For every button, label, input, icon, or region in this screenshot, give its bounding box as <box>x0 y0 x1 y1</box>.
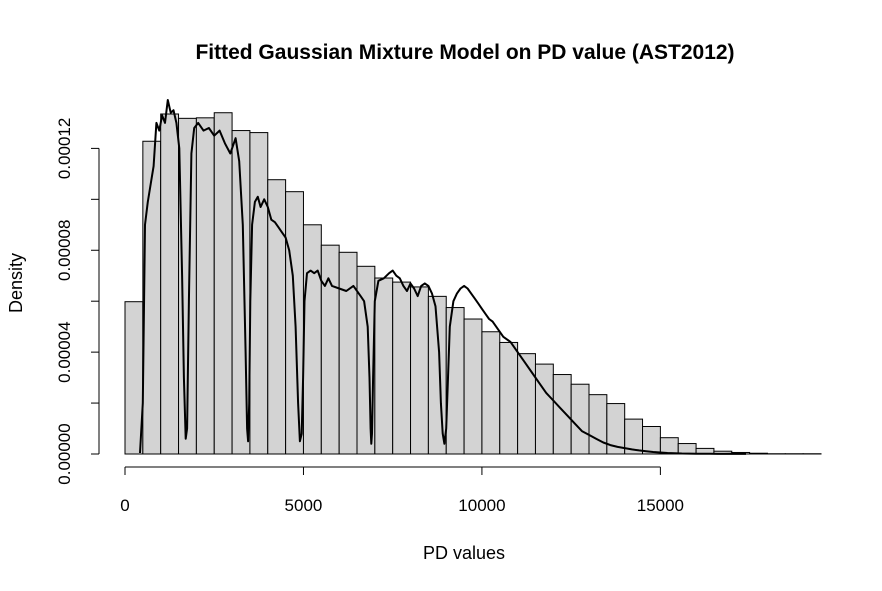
histogram-bar <box>124 301 144 455</box>
histogram-bar <box>213 112 233 455</box>
histogram-bar <box>552 374 572 455</box>
histogram-bar <box>499 341 519 455</box>
histogram-bar <box>338 251 358 455</box>
histogram-bar <box>249 132 269 455</box>
y-tick-label: 0.00008 <box>55 220 74 281</box>
x-tick-label: 0 <box>120 496 129 515</box>
histogram-bar <box>642 425 661 455</box>
histogram-bar <box>659 437 679 455</box>
histogram-bar <box>570 383 590 455</box>
histogram-bar <box>302 224 322 455</box>
y-tick-label: 0.00004 <box>55 321 74 382</box>
y-tick-label: 0.00012 <box>55 118 74 179</box>
fitted-curve-layer <box>139 99 746 455</box>
histogram-bar <box>374 277 394 455</box>
histogram-bar <box>160 113 180 455</box>
histogram-bar <box>320 244 340 455</box>
histogram-bar <box>142 140 162 455</box>
histogram-bar <box>392 281 412 455</box>
histogram-bar <box>534 363 554 455</box>
y-axis: 0.00000 0.00004 0.00008 0.00012 <box>55 118 100 485</box>
fitted-mixture-curve <box>139 99 746 455</box>
histogram-bar <box>749 452 768 455</box>
histogram-bar <box>267 179 287 455</box>
x-axis-label: PD values <box>423 543 505 563</box>
x-tick-label: 15000 <box>637 496 684 515</box>
x-tick-label: 5000 <box>285 496 323 515</box>
x-axis: 0 5000 10000 15000 <box>120 466 684 515</box>
y-tick-label: 0.00000 <box>55 423 74 484</box>
chart-title: Fitted Gaussian Mixture Model on PD valu… <box>195 41 734 64</box>
histogram-bar <box>588 394 608 455</box>
histogram-bars <box>124 112 822 455</box>
histogram-bar <box>517 353 536 455</box>
histogram-bar <box>677 443 697 455</box>
x-tick-label: 10000 <box>458 496 505 515</box>
y-axis-label: Density <box>6 253 26 313</box>
histogram-bar <box>481 331 501 455</box>
histogram-bar <box>410 286 429 455</box>
histogram-bar <box>195 117 215 455</box>
histogram-bar <box>463 318 483 455</box>
